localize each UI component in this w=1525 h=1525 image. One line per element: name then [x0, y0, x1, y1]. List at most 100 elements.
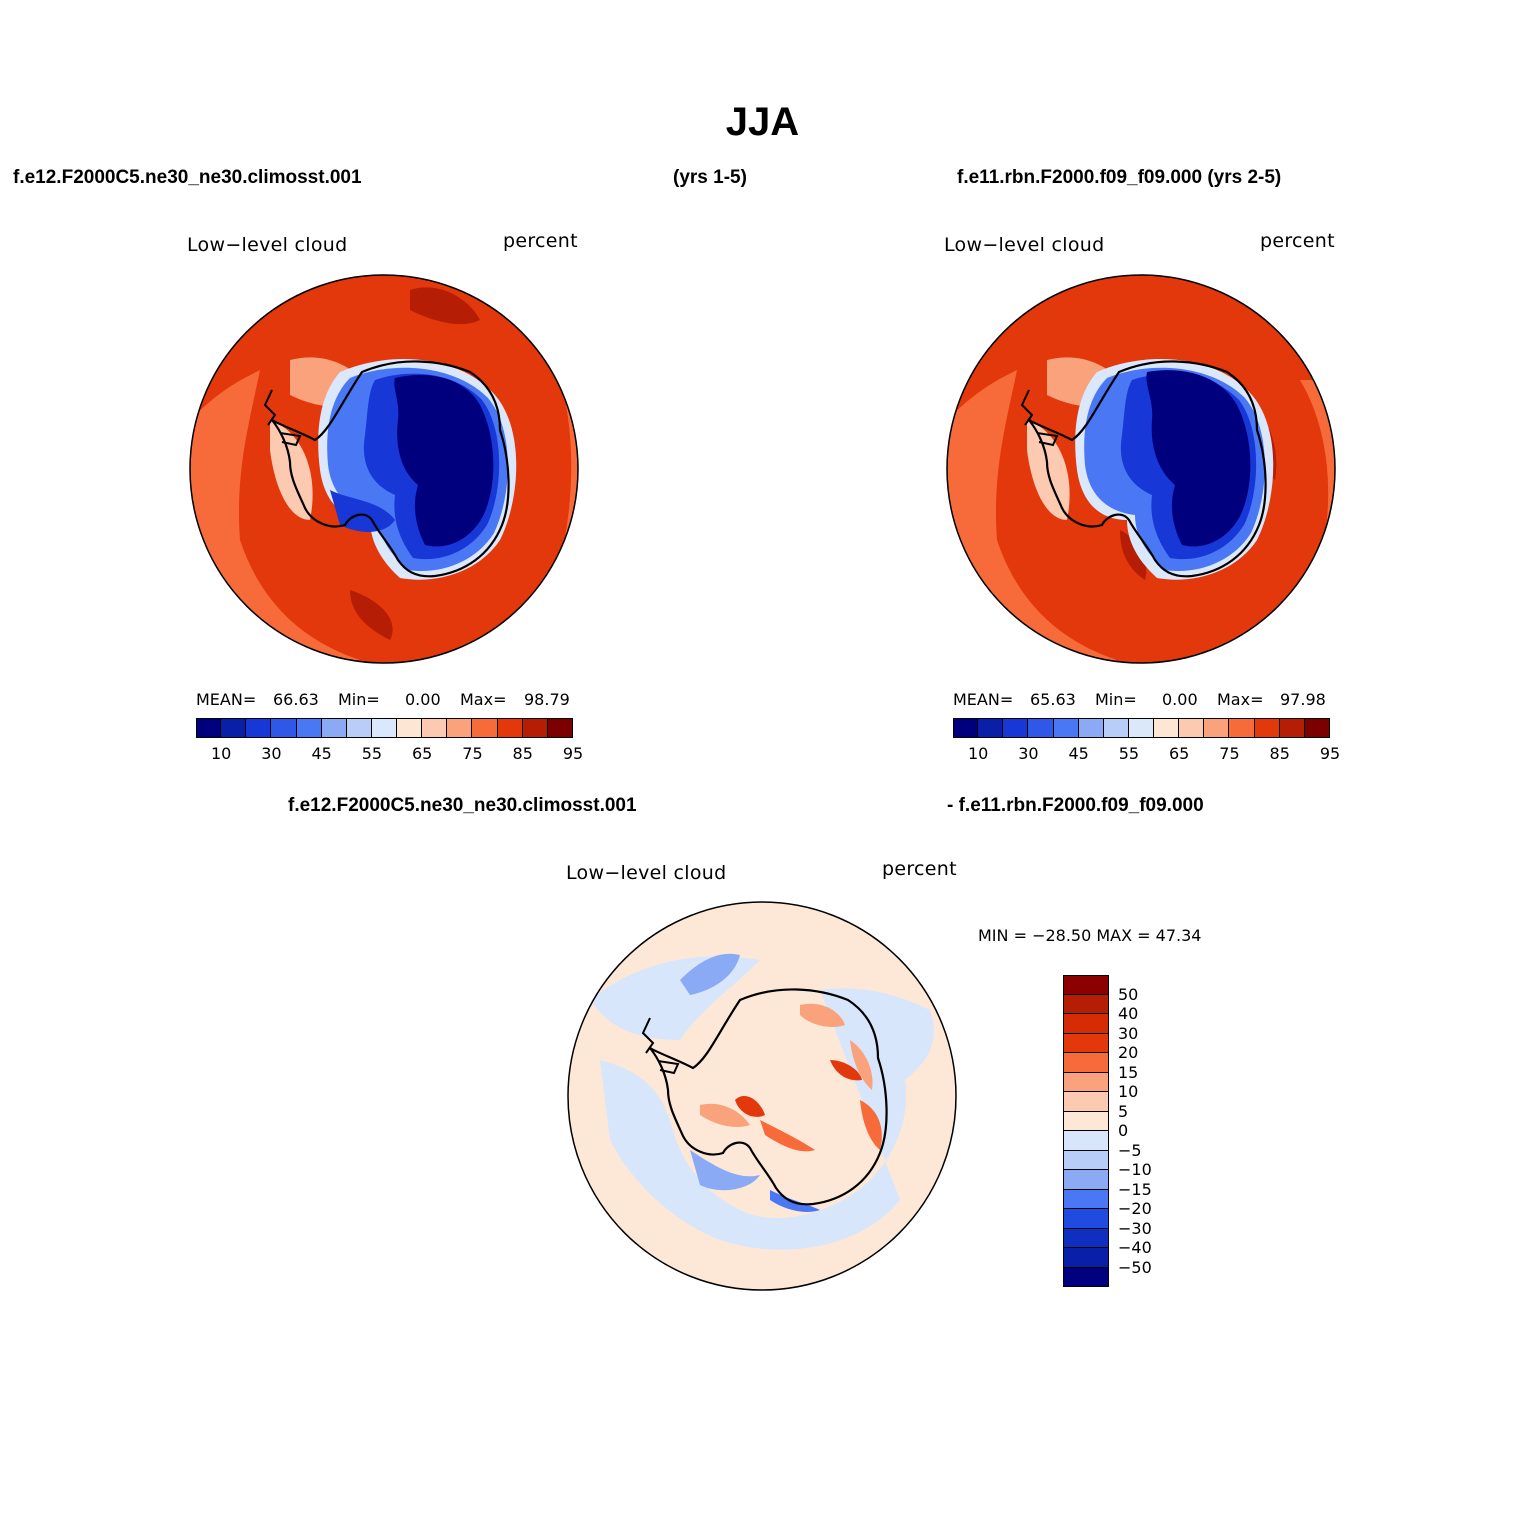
colorbar2-swatch — [1103, 718, 1129, 738]
panel1-mean: 66.63 — [273, 690, 319, 709]
colorbar2-swatch — [1254, 718, 1280, 738]
colorbar3-swatch — [1063, 1053, 1109, 1073]
colorbar1-swatch — [447, 718, 473, 738]
colorbar2-swatch — [1304, 718, 1330, 738]
colorbar2-tick-label: 75 — [1219, 744, 1240, 763]
colorbar2-swatch — [1229, 718, 1255, 738]
colorbar-panel-1-ticks: 10 30 45 55 65 75 85 95 — [196, 744, 583, 764]
colorbar-panel-1 — [196, 718, 573, 738]
colorbar1-tick-label: 10 — [210, 744, 232, 763]
colorbar2-tick-label: 10 — [967, 744, 989, 763]
colorbar3-swatch — [1063, 1267, 1109, 1287]
panel2-max-label: Max= — [1217, 690, 1264, 709]
colorbar3-tick-label: 40 — [1118, 1004, 1139, 1023]
colorbar-panel-diff-ticks: 50 40 30 20 15 10 5 0 −5 −10 −15 −20 −30 −40 −50 — [1118, 975, 1178, 1287]
panel3-units: percent — [882, 858, 957, 880]
colorbar1-swatch — [271, 718, 297, 738]
colorbar3-swatch — [1063, 1228, 1109, 1248]
colorbar3-swatch — [1063, 1072, 1109, 1092]
colorbar3-tick-label: 50 — [1118, 984, 1139, 1004]
panel2-min: 0.00 — [1162, 690, 1198, 709]
colorbar1-swatch — [196, 718, 222, 738]
colorbar3-tick-label: −20 — [1118, 1199, 1152, 1218]
colorbar3-tick-label: −30 — [1118, 1218, 1152, 1238]
case1-years: (yrs 1-5) — [673, 167, 747, 188]
panel2-max: 97.98 — [1280, 690, 1326, 709]
panel1-variable: Low−level cloud — [187, 234, 348, 256]
panel2-mean-label: MEAN= — [953, 690, 1014, 709]
colorbar1-swatch — [422, 718, 448, 738]
colorbar-panel-2 — [953, 718, 1330, 738]
colorbar-panel-diff — [1063, 975, 1109, 1287]
panel1-mean-label: MEAN= — [196, 690, 257, 709]
panel1-max-label: Max= — [460, 690, 507, 709]
colorbar3-swatch — [1063, 1111, 1109, 1131]
colorbar-panel-2-ticks: 10 30 45 55 65 75 85 95 — [953, 744, 1340, 764]
colorbar3-tick-label: −40 — [1118, 1238, 1152, 1257]
colorbar1-swatch — [246, 718, 272, 738]
colorbar3-swatch — [1063, 994, 1109, 1014]
panel1-min: 0.00 — [405, 690, 441, 709]
colorbar3-tick-label: −15 — [1118, 1179, 1152, 1199]
diff-label-left: f.e12.F2000C5.ne30_ne30.climosst.001 — [288, 795, 637, 816]
panel3-minmax: MIN = −28.50 MAX = 47.34 — [978, 926, 1202, 945]
colorbar2-swatch — [1078, 718, 1104, 738]
colorbar2-tick-label: 85 — [1269, 744, 1290, 763]
colorbar3-swatch — [1063, 1209, 1109, 1229]
colorbar2-swatch — [1154, 718, 1180, 738]
colorbar1-swatch — [497, 718, 523, 738]
colorbar3-swatch — [1063, 1170, 1109, 1190]
panel2-min-label: Min= — [1095, 690, 1137, 709]
colorbar1-tick-label: 30 — [261, 744, 282, 763]
colorbar1-swatch — [397, 718, 423, 738]
colorbar2-swatch — [953, 718, 979, 738]
colorbar2-swatch — [978, 718, 1004, 738]
panel1-min-label: Min= — [338, 690, 380, 709]
colorbar3-swatch — [1063, 1248, 1109, 1268]
panel2-variable: Low−level cloud — [944, 234, 1105, 256]
colorbar1-swatch — [321, 718, 347, 738]
colorbar3-swatch — [1063, 1150, 1109, 1170]
colorbar1-tick-label: 95 — [562, 744, 584, 763]
colorbar3-tick-label: 10 — [1118, 1082, 1139, 1101]
colorbar3-tick-label: −5 — [1118, 1140, 1142, 1160]
case1-label: f.e12.F2000C5.ne30_ne30.climosst.001 — [13, 167, 362, 188]
panel1-max: 98.79 — [524, 690, 570, 709]
page-title: JJA — [725, 100, 800, 144]
colorbar3-swatch — [1063, 1131, 1109, 1151]
colorbar2-tick-label: 30 — [1018, 744, 1039, 763]
colorbar3-tick-label: −10 — [1118, 1160, 1152, 1179]
colorbar1-tick-label: 85 — [512, 744, 533, 763]
panel3-variable: Low−level cloud — [566, 862, 727, 884]
colorbar1-tick-label: 55 — [361, 744, 383, 763]
colorbar2-tick-label: 55 — [1118, 744, 1140, 763]
colorbar3-tick-label: 5 — [1118, 1101, 1129, 1121]
colorbar1-swatch — [371, 718, 398, 738]
colorbar2-swatch — [1204, 718, 1230, 738]
colorbar1-swatch — [296, 718, 322, 738]
colorbar3-swatch — [1063, 975, 1109, 995]
colorbar3-swatch — [1063, 1092, 1109, 1112]
colorbar3-tick-label: −50 — [1118, 1257, 1152, 1277]
colorbar2-tick-label: 95 — [1319, 744, 1341, 763]
colorbar1-swatch — [221, 718, 247, 738]
colorbar2-swatch — [1003, 718, 1029, 738]
colorbar3-swatch — [1063, 1189, 1109, 1209]
colorbar1-swatch — [346, 718, 372, 738]
colorbar3-tick-label: 20 — [1118, 1043, 1139, 1062]
colorbar1-tick-label: 75 — [462, 744, 483, 763]
colorbar2-tick-label: 65 — [1169, 744, 1190, 763]
colorbar1-tick-label: 45 — [311, 744, 332, 763]
colorbar3-tick-label: 15 — [1118, 1062, 1139, 1082]
colorbar1-swatch — [547, 718, 573, 738]
colorbar1-swatch — [472, 718, 498, 738]
colorbar2-swatch — [1053, 718, 1079, 738]
panel1-units: percent — [503, 230, 578, 252]
colorbar3-swatch — [1063, 1033, 1109, 1053]
colorbar2-swatch — [1128, 718, 1155, 738]
colorbar3-tick-label: 30 — [1118, 1023, 1139, 1043]
colorbar2-swatch — [1179, 718, 1205, 738]
case2-label: f.e11.rbn.F2000.f09_f09.000 (yrs 2-5) — [957, 167, 1282, 188]
